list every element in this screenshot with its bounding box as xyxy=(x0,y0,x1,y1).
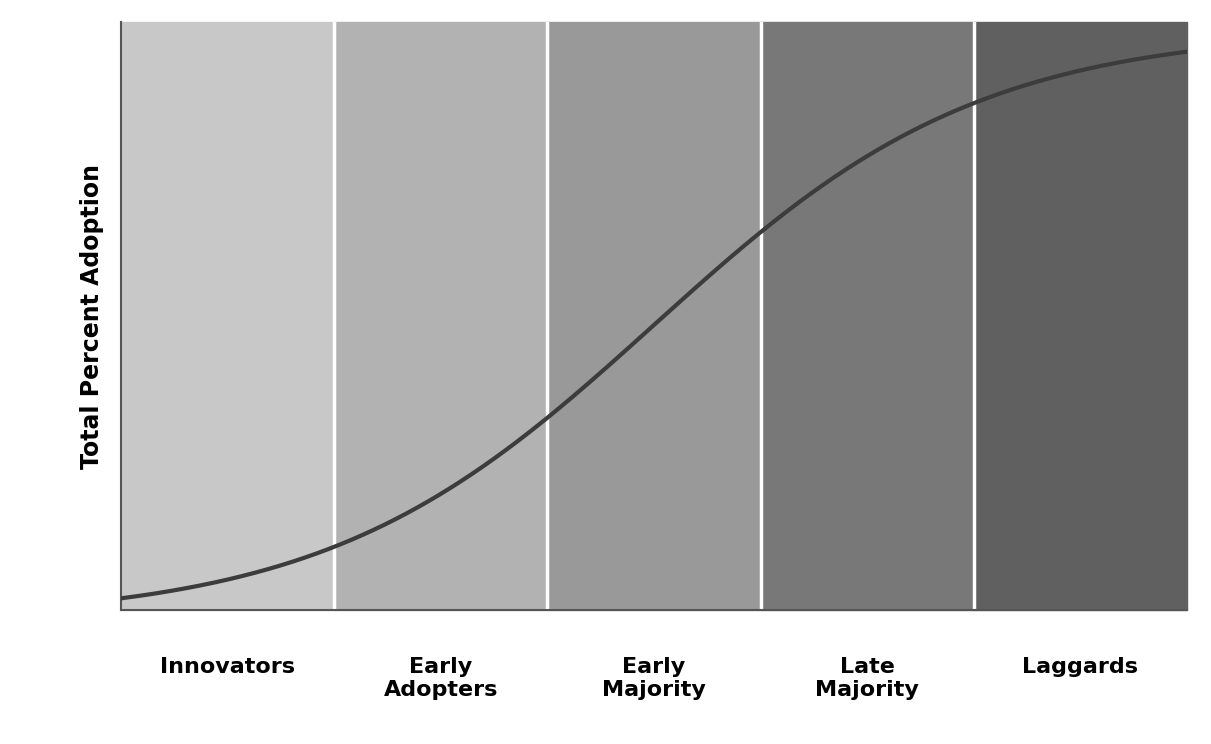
Text: Late
Majority: Late Majority xyxy=(815,657,919,700)
Text: Early
Majority: Early Majority xyxy=(602,657,706,700)
Bar xyxy=(761,22,974,610)
Y-axis label: Total Percent Adoption: Total Percent Adoption xyxy=(80,164,104,469)
Bar xyxy=(334,22,547,610)
Bar xyxy=(547,22,761,610)
Text: Early
Adopters: Early Adopters xyxy=(384,657,498,700)
Bar xyxy=(121,22,334,610)
Text: Laggards: Laggards xyxy=(1022,657,1138,677)
Bar xyxy=(974,22,1187,610)
Text: Innovators: Innovators xyxy=(160,657,295,677)
